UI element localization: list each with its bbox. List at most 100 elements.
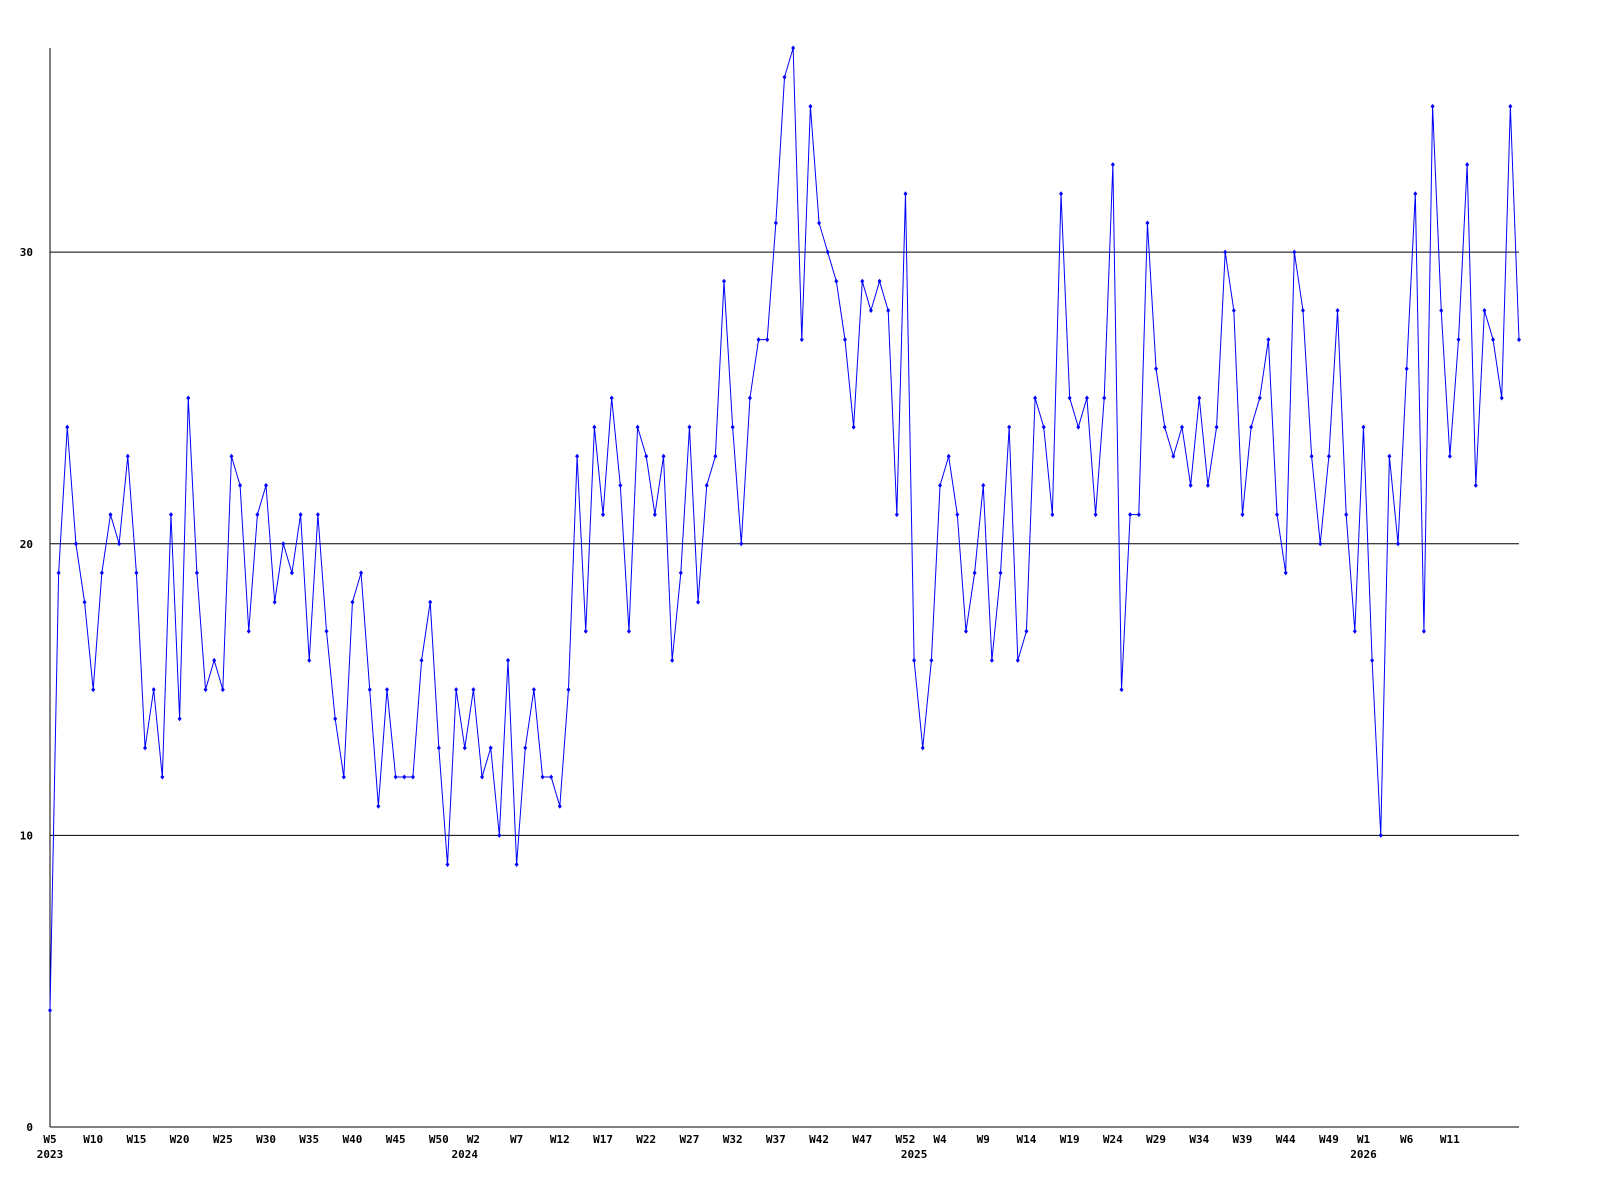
point-marker (765, 337, 770, 343)
point-marker (687, 424, 692, 430)
point-marker (1370, 657, 1375, 663)
point-marker (531, 687, 536, 693)
x-tick-label: W15 (126, 1133, 146, 1146)
point-marker (1145, 220, 1150, 226)
point-marker (73, 541, 78, 547)
point-marker (1249, 424, 1254, 430)
point-marker (315, 512, 320, 518)
point-marker (1041, 424, 1046, 430)
point-marker (998, 570, 1003, 576)
point-marker (1396, 541, 1401, 547)
x-tick-label: W45 (386, 1133, 406, 1146)
point-marker (264, 482, 269, 488)
point-marker (747, 395, 752, 401)
point-marker (281, 541, 286, 547)
point-marker (1223, 249, 1228, 255)
point-marker (359, 570, 364, 576)
year-label: 2026 (1350, 1148, 1377, 1161)
point-marker (229, 453, 234, 459)
x-tick-label: W25 (213, 1133, 233, 1146)
point-marker (860, 278, 865, 284)
point-marker (583, 628, 588, 634)
x-tick-label: W30 (256, 1133, 276, 1146)
point-marker (333, 716, 338, 722)
x-tick-label: W6 (1400, 1133, 1414, 1146)
point-marker (886, 307, 891, 313)
point-marker (1439, 307, 1444, 313)
point-marker (1352, 628, 1357, 634)
point-marker (635, 424, 640, 430)
point-marker (428, 599, 433, 605)
point-marker (402, 774, 407, 780)
point-marker (1076, 424, 1081, 430)
point-marker (454, 687, 459, 693)
point-marker (393, 774, 398, 780)
point-marker (1110, 162, 1115, 168)
point-marker (1084, 395, 1089, 401)
point-marker (341, 774, 346, 780)
point-marker (920, 745, 925, 751)
y-tick-label: 0 (26, 1121, 33, 1134)
point-marker (160, 774, 165, 780)
point-marker (808, 103, 813, 109)
point-marker (56, 570, 61, 576)
x-tick-label: W19 (1060, 1133, 1080, 1146)
point-marker (272, 599, 277, 605)
point-marker (1326, 453, 1331, 459)
x-tick-label: W5 (43, 1133, 56, 1146)
point-marker (108, 512, 113, 518)
point-marker (410, 774, 415, 780)
point-marker (298, 512, 303, 518)
point-marker (1283, 570, 1288, 576)
point-marker (1491, 337, 1496, 343)
point-marker (929, 657, 934, 663)
x-tick-label: W7 (510, 1133, 523, 1146)
x-tick-label: W24 (1103, 1133, 1123, 1146)
point-marker (834, 278, 839, 284)
point-marker (220, 687, 225, 693)
point-marker (773, 220, 778, 226)
point-marker (678, 570, 683, 576)
x-tick-label: W22 (636, 1133, 656, 1146)
year-label: 2024 (452, 1148, 479, 1161)
x-tick-label: W34 (1189, 1133, 1209, 1146)
point-marker (946, 453, 951, 459)
point-marker (566, 687, 571, 693)
x-tick-label: W14 (1017, 1133, 1037, 1146)
point-marker (1257, 395, 1262, 401)
point-marker (877, 278, 882, 284)
point-marker (626, 628, 631, 634)
point-marker (791, 45, 796, 51)
point-marker (1508, 103, 1513, 109)
point-marker (1007, 424, 1012, 430)
x-tick-label: W47 (852, 1133, 872, 1146)
point-marker (1447, 453, 1452, 459)
point-marker (1171, 453, 1176, 459)
point-marker (385, 687, 390, 693)
point-marker (1404, 366, 1409, 372)
point-marker (177, 716, 182, 722)
point-marker (1050, 512, 1055, 518)
point-marker (618, 482, 623, 488)
y-tick-label: 20 (20, 538, 33, 551)
x-tick-label: W4 (933, 1133, 947, 1146)
point-marker (1033, 395, 1038, 401)
point-marker (938, 482, 943, 488)
point-marker (912, 657, 917, 663)
point-marker (1136, 512, 1141, 518)
year-label: 2025 (901, 1148, 928, 1161)
x-tick-label: W32 (723, 1133, 743, 1146)
point-marker (739, 541, 744, 547)
point-marker (203, 687, 208, 693)
year-label: 2023 (37, 1148, 64, 1161)
point-marker (151, 687, 156, 693)
point-marker (661, 453, 666, 459)
point-marker (480, 774, 485, 780)
point-marker (497, 832, 502, 838)
point-marker (246, 628, 251, 634)
point-marker (1119, 687, 1124, 693)
point-marker (955, 512, 960, 518)
point-marker (592, 424, 597, 430)
point-marker (557, 803, 562, 809)
